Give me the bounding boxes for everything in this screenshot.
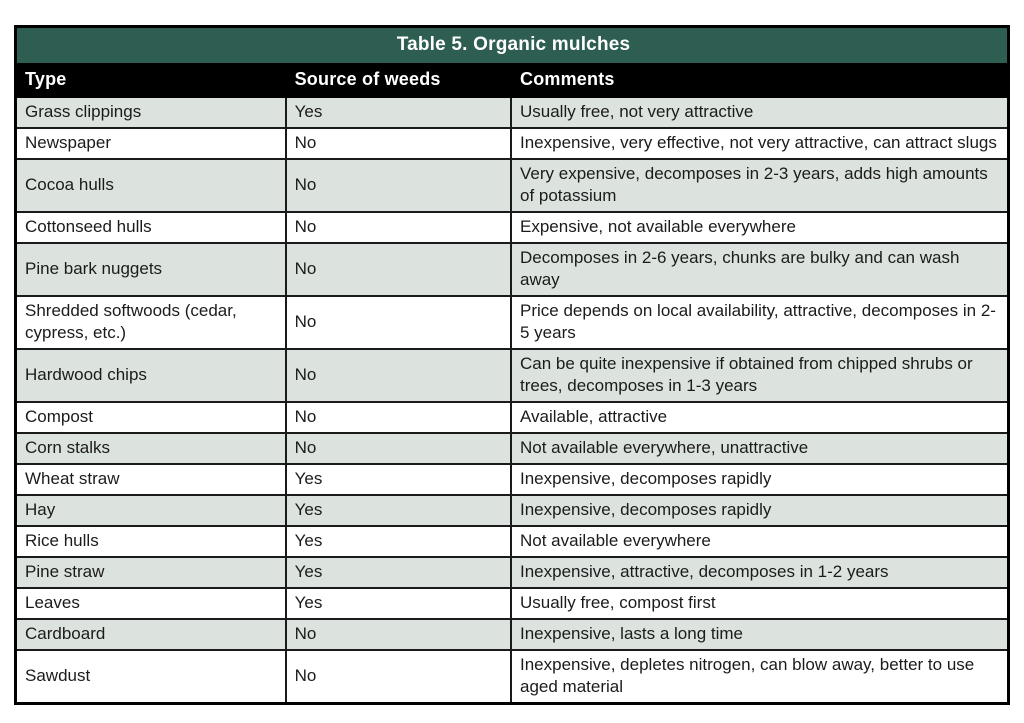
cell-comments: Inexpensive, lasts a long time: [510, 618, 1010, 651]
cell-comments: Very expensive, decomposes in 2-3 years,…: [510, 158, 1010, 213]
table-body: Grass clippings Yes Usually free, not ve…: [14, 96, 1010, 705]
cell-source-of-weeds: No: [284, 401, 513, 434]
cell-comments: Decomposes in 2-6 years, chunks are bulk…: [510, 242, 1010, 297]
table-row: Leaves Yes Usually free, compost first: [14, 587, 1010, 620]
table-row: Cardboard No Inexpensive, lasts a long t…: [14, 618, 1010, 651]
cell-type: Hardwood chips: [14, 348, 287, 403]
cell-type: Pine bark nuggets: [14, 242, 287, 297]
cell-type: Corn stalks: [14, 432, 287, 465]
cell-source-of-weeds: No: [284, 242, 513, 297]
column-header-comments: Comments: [510, 63, 1010, 98]
cell-type: Cottonseed hulls: [14, 211, 287, 244]
cell-source-of-weeds: No: [284, 649, 513, 705]
cell-type: Hay: [14, 494, 287, 527]
cell-source-of-weeds: No: [284, 432, 513, 465]
cell-comments: Inexpensive, depletes nitrogen, can blow…: [510, 649, 1010, 705]
table-row: Shredded softwoods (cedar, cypress, etc.…: [14, 295, 1010, 350]
cell-source-of-weeds: No: [284, 127, 513, 160]
cell-source-of-weeds: Yes: [284, 587, 513, 620]
cell-comments: Available, attractive: [510, 401, 1010, 434]
cell-source-of-weeds: No: [284, 158, 513, 213]
cell-source-of-weeds: Yes: [284, 494, 513, 527]
table-row: Hay Yes Inexpensive, decomposes rapidly: [14, 494, 1010, 527]
cell-type: Sawdust: [14, 649, 287, 705]
cell-source-of-weeds: Yes: [284, 556, 513, 589]
cell-type: Wheat straw: [14, 463, 287, 496]
table-row: Rice hulls Yes Not available everywhere: [14, 525, 1010, 558]
table-row: Wheat straw Yes Inexpensive, decomposes …: [14, 463, 1010, 496]
table-title-row: Table 5. Organic mulches: [14, 25, 1010, 65]
cell-comments: Inexpensive, attractive, decomposes in 1…: [510, 556, 1010, 589]
cell-comments: Can be quite inexpensive if obtained fro…: [510, 348, 1010, 403]
table-row: Pine straw Yes Inexpensive, attractive, …: [14, 556, 1010, 589]
cell-type: Pine straw: [14, 556, 287, 589]
cell-comments: Usually free, not very attractive: [510, 96, 1010, 129]
cell-source-of-weeds: No: [284, 618, 513, 651]
table-row: Sawdust No Inexpensive, depletes nitroge…: [14, 649, 1010, 705]
table-row: Pine bark nuggets No Decomposes in 2-6 y…: [14, 242, 1010, 297]
cell-type: Rice hulls: [14, 525, 287, 558]
table-header-row: Type Source of weeds Comments: [14, 63, 1010, 98]
cell-type: Shredded softwoods (cedar, cypress, etc.…: [14, 295, 287, 350]
cell-comments: Price depends on local availability, att…: [510, 295, 1010, 350]
column-header-type: Type: [14, 63, 287, 98]
cell-source-of-weeds: No: [284, 211, 513, 244]
cell-type: Compost: [14, 401, 287, 434]
cell-type: Cardboard: [14, 618, 287, 651]
cell-comments: Expensive, not available everywhere: [510, 211, 1010, 244]
table-row: Newspaper No Inexpensive, very effective…: [14, 127, 1010, 160]
table-row: Compost No Available, attractive: [14, 401, 1010, 434]
table-title: Table 5. Organic mulches: [14, 25, 1010, 65]
cell-comments: Inexpensive, decomposes rapidly: [510, 463, 1010, 496]
cell-comments: Not available everywhere: [510, 525, 1010, 558]
cell-comments: Not available everywhere, unattractive: [510, 432, 1010, 465]
organic-mulches-table: Table 5. Organic mulches Type Source of …: [14, 25, 1010, 705]
cell-type: Leaves: [14, 587, 287, 620]
cell-source-of-weeds: Yes: [284, 463, 513, 496]
cell-source-of-weeds: No: [284, 348, 513, 403]
cell-source-of-weeds: Yes: [284, 525, 513, 558]
cell-type: Newspaper: [14, 127, 287, 160]
table-row: Cottonseed hulls No Expensive, not avail…: [14, 211, 1010, 244]
cell-comments: Inexpensive, very effective, not very at…: [510, 127, 1010, 160]
cell-type: Cocoa hulls: [14, 158, 287, 213]
cell-comments: Inexpensive, decomposes rapidly: [510, 494, 1010, 527]
table-row: Cocoa hulls No Very expensive, decompose…: [14, 158, 1010, 213]
cell-source-of-weeds: No: [284, 295, 513, 350]
table-row: Hardwood chips No Can be quite inexpensi…: [14, 348, 1010, 403]
cell-source-of-weeds: Yes: [284, 96, 513, 129]
table-row: Corn stalks No Not available everywhere,…: [14, 432, 1010, 465]
cell-comments: Usually free, compost first: [510, 587, 1010, 620]
table-row: Grass clippings Yes Usually free, not ve…: [14, 96, 1010, 129]
column-header-source-of-weeds: Source of weeds: [284, 63, 513, 98]
cell-type: Grass clippings: [14, 96, 287, 129]
